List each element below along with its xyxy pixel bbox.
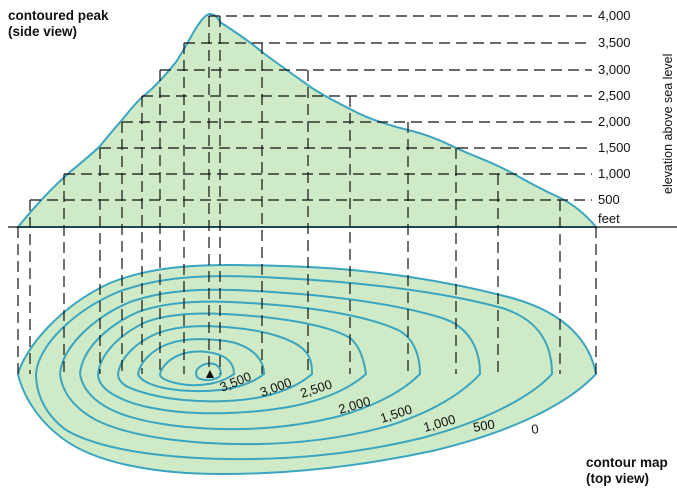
top-view-title-line1: contour map [586,455,668,470]
contour-label: 0 [530,421,539,437]
elevation-label: 1,500 [598,140,631,155]
elevation-label: 2,000 [598,114,631,129]
elevation-label: 500 [598,192,620,207]
elevation-label: 3,500 [598,35,631,50]
contour-map [16,263,598,476]
contour-500 [34,275,554,461]
contour-2000 [96,312,368,415]
elevation-label: 2,500 [598,88,631,103]
contour-2500 [116,325,314,403]
side-view-title-line1: contoured peak [8,8,109,23]
summit-marker: ▲ [203,365,217,381]
peak-profile [15,12,599,228]
elevation-label: 1,000 [598,166,631,181]
projection-lines [17,15,597,374]
contour-3500 [158,350,236,387]
contour-0 [16,263,598,476]
top-view-title: contour map (top view) [586,455,668,487]
contour-3000 [136,338,266,393]
contour-1500 [78,300,422,431]
elevation-axis-label: elevation above sea level [661,53,675,194]
elevation-label: 3,000 [598,62,631,77]
contour-label: 500 [472,416,496,435]
contour-4000 [194,362,222,382]
side-view-title: contoured peak (side view) [8,8,109,40]
elevation-label: 4,000 [598,8,631,23]
side-view-title-line2: (side view) [8,24,78,39]
contour-1000 [58,288,482,446]
top-view-title-line2: (top view) [586,471,649,486]
unit-label: feet [598,211,620,226]
